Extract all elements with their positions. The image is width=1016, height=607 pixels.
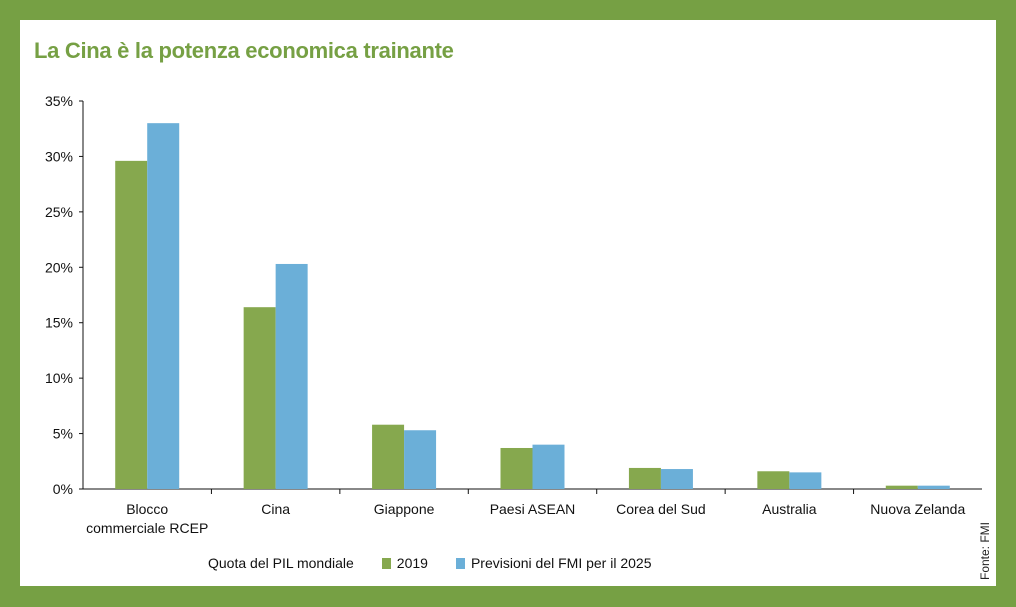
y-tick-label: 25% bbox=[45, 204, 73, 220]
bar-2025 bbox=[917, 485, 950, 489]
legend-item-2025: Previsioni del FMI per il 2025 bbox=[455, 555, 652, 571]
x-tick-label: Australia bbox=[762, 501, 817, 517]
bar-2019 bbox=[628, 467, 661, 489]
y-tick-label: 30% bbox=[45, 148, 73, 164]
bar-2019 bbox=[243, 307, 276, 489]
legend-item-2019: 2019 bbox=[381, 555, 428, 571]
bar-2025 bbox=[404, 430, 437, 489]
x-tick-label: Corea del Sud bbox=[616, 501, 706, 517]
bar-2025 bbox=[660, 469, 693, 489]
bar-2019 bbox=[115, 160, 148, 489]
y-tick-label: 10% bbox=[45, 370, 73, 386]
source-note: Fonte: FMI bbox=[978, 521, 992, 580]
x-tick-label: Cina bbox=[261, 501, 290, 517]
y-tick-label: 20% bbox=[45, 259, 73, 275]
y-tick-label: 35% bbox=[45, 93, 73, 109]
legend-label-2025: Previsioni del FMI per il 2025 bbox=[470, 555, 652, 571]
bar-2019 bbox=[372, 424, 405, 489]
legend-label-2019: 2019 bbox=[396, 555, 428, 571]
x-tick-label: Nuova Zelanda bbox=[870, 501, 965, 517]
y-tick-label: 15% bbox=[45, 315, 73, 331]
chart-title: La Cina è la potenza economica trainante bbox=[34, 38, 454, 63]
bar-2025 bbox=[147, 123, 180, 490]
bar-2025 bbox=[532, 444, 565, 489]
x-tick-label: Paesi ASEAN bbox=[490, 501, 576, 517]
legend-caption: Quota del PIL mondiale bbox=[208, 555, 354, 571]
x-tick-label: Blocco bbox=[126, 501, 168, 517]
chart-card: La Cina è la potenza economica trainante… bbox=[20, 20, 996, 586]
bar-2019 bbox=[757, 471, 790, 489]
bar-2019 bbox=[885, 485, 918, 489]
legend-swatch-2019 bbox=[381, 557, 391, 569]
x-tick-label: Giappone bbox=[374, 501, 435, 517]
legend-swatch-2025 bbox=[455, 557, 465, 569]
y-tick-label: 0% bbox=[53, 481, 73, 497]
y-tick-label: 5% bbox=[53, 426, 73, 442]
bar-2025 bbox=[275, 263, 308, 489]
bar-2025 bbox=[789, 472, 822, 489]
legend: Quota del PIL mondiale 2019 Previsioni d… bbox=[208, 555, 651, 571]
bar-2019 bbox=[500, 447, 533, 489]
bar-chart: 0% 5% 10% 15% 20% 25% 30% 35% Blocco commerciale … bbox=[45, 93, 982, 536]
x-tick-label: commerciale RCEP bbox=[86, 520, 208, 536]
